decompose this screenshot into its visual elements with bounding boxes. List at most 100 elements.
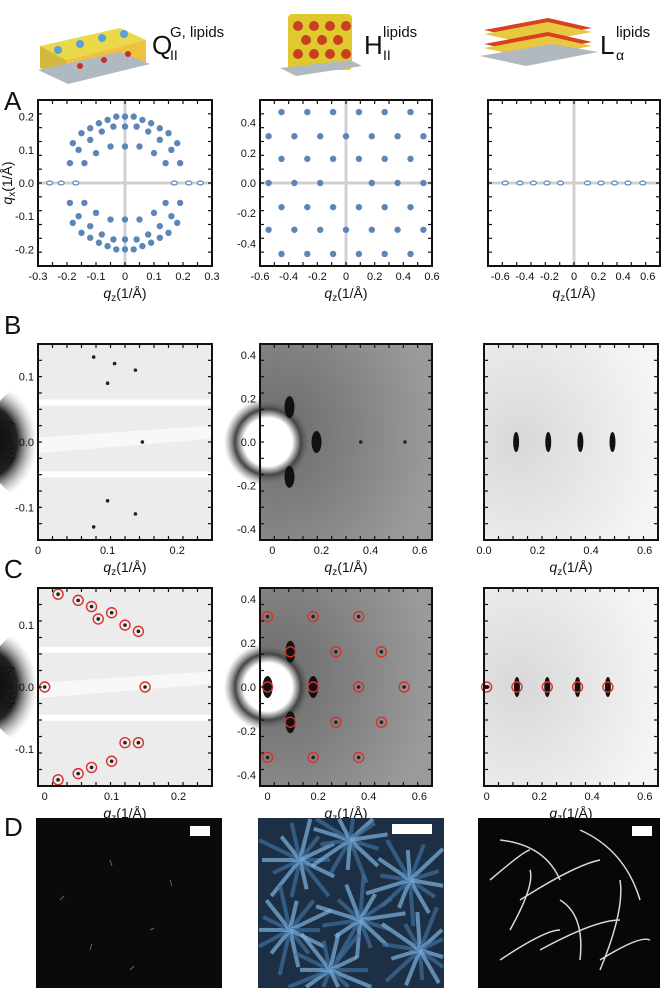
indexed-peak-ring (541, 681, 553, 693)
bragg-peak (368, 179, 375, 187)
y-tick-label: 0.0 (241, 178, 256, 190)
birefringence-streak (287, 968, 331, 989)
bragg-peak (57, 180, 65, 186)
x-tick-label: 0.4 (583, 545, 598, 557)
birefringence-streak (299, 858, 336, 879)
diffraction-peak (109, 759, 114, 764)
diffraction-peak (308, 676, 319, 698)
birefringence-streak (358, 893, 377, 922)
detector-image (484, 344, 658, 540)
bragg-peak (156, 222, 163, 230)
birefringence-streak (299, 932, 332, 972)
birefringence-streak (258, 838, 301, 862)
bragg-peak (317, 179, 324, 187)
bragg-peak (75, 146, 82, 153)
bragg-peak (66, 199, 74, 207)
birefringence-streak (380, 922, 422, 952)
diffraction-peak (89, 765, 94, 770)
bragg-peak (624, 180, 632, 186)
diffraction-peak (334, 720, 338, 724)
diffraction-peak (358, 440, 363, 444)
micrograph-lamellar (478, 818, 660, 988)
bragg-peak (136, 143, 143, 150)
micrograph-hexagonal (258, 817, 445, 989)
indexed-peak-ring (602, 681, 614, 693)
bragg-peak (516, 180, 524, 186)
diffraction-peak (356, 685, 361, 689)
birefringence-streak (408, 847, 445, 882)
indexed-peak-ring (480, 681, 493, 693)
bragg-peak (156, 136, 163, 144)
bragg-peak (265, 226, 272, 233)
birefringence-streak (310, 838, 352, 868)
birefringence-streak (264, 898, 292, 932)
diffraction-peak (136, 629, 141, 634)
bragg-peak (130, 113, 137, 120)
indexed-peak-ring (105, 755, 118, 767)
birefringence-streak (299, 841, 336, 862)
detector-gap (38, 671, 212, 699)
diffraction-peak (577, 432, 584, 452)
birefringence-streak (405, 849, 412, 881)
diffraction-peak (545, 432, 552, 452)
bragg-peak (278, 108, 285, 116)
birefringence-streak (355, 919, 362, 959)
birefringence-streak (288, 900, 299, 931)
birefringence-streak (321, 940, 332, 971)
x-tick-label: -0.2 (540, 271, 559, 283)
y-tick-label: 0.0 (19, 682, 34, 694)
x-tick-label: 0.2 (170, 545, 185, 557)
diffraction-peak (513, 677, 520, 697)
diffraction-peak (89, 604, 94, 609)
bragg-peak (610, 180, 619, 186)
birefringence-streak (315, 817, 352, 842)
bragg-peak (81, 199, 88, 207)
bragg-peak (66, 159, 74, 167)
bragg-peak (304, 203, 311, 211)
bragg-peak (291, 133, 298, 140)
bragg-peak (407, 155, 414, 163)
bragg-peak (87, 136, 94, 144)
plot-panels: -0.3 -0.2 -0.1 0 0.1 0.2 0.3 0.2 0.1 0.0 -0.1 -0.2 q… (0, 99, 661, 824)
detector-gap (38, 425, 212, 454)
bragg-peak (162, 199, 169, 207)
birefringence-streak (408, 879, 416, 927)
birefringence-streak (348, 821, 376, 842)
x-tick-label: 0.2 (367, 271, 382, 283)
bragg-peak (104, 242, 111, 250)
bragg-peak (317, 226, 324, 233)
y-tick-label: 0.1 (19, 620, 34, 632)
x-tick-label: 0.2 (311, 791, 326, 803)
bragg-peak (69, 139, 77, 147)
diffraction-peak (133, 368, 138, 372)
x-tick-label: 0.2 (591, 271, 606, 283)
bragg-peak (121, 143, 129, 150)
bragg-peak (556, 180, 565, 186)
birefringence-streak (409, 869, 440, 882)
birefringence-streak (329, 955, 358, 972)
birefringence-streak (298, 859, 309, 890)
birefringence-streak (408, 878, 436, 899)
x-tick-label: 0.4 (584, 791, 599, 803)
x-tick-label: 0 (269, 545, 275, 557)
diffraction-peak (96, 617, 101, 621)
bragg-peak (87, 222, 94, 230)
diffraction-peak (143, 685, 147, 689)
bragg-peak (394, 226, 401, 233)
bragg-peak (87, 125, 94, 132)
diffraction-peak (133, 512, 138, 516)
bragg-peak (176, 159, 184, 167)
birefringence-streak (358, 897, 393, 922)
bragg-peak (317, 133, 324, 140)
bragg-peak (139, 116, 146, 124)
bragg-peak (394, 179, 401, 187)
indexed-peak-ring (132, 736, 145, 749)
lamellar-phase-illustration (480, 18, 598, 66)
panel-label-c: C (4, 554, 23, 584)
bragg-peak (597, 180, 605, 186)
birefringence-streak (269, 858, 302, 898)
defect-texture-line (539, 919, 621, 951)
birefringence-streak (358, 873, 366, 921)
indexed-peak-ring (119, 736, 131, 749)
bragg-peak (45, 180, 54, 186)
